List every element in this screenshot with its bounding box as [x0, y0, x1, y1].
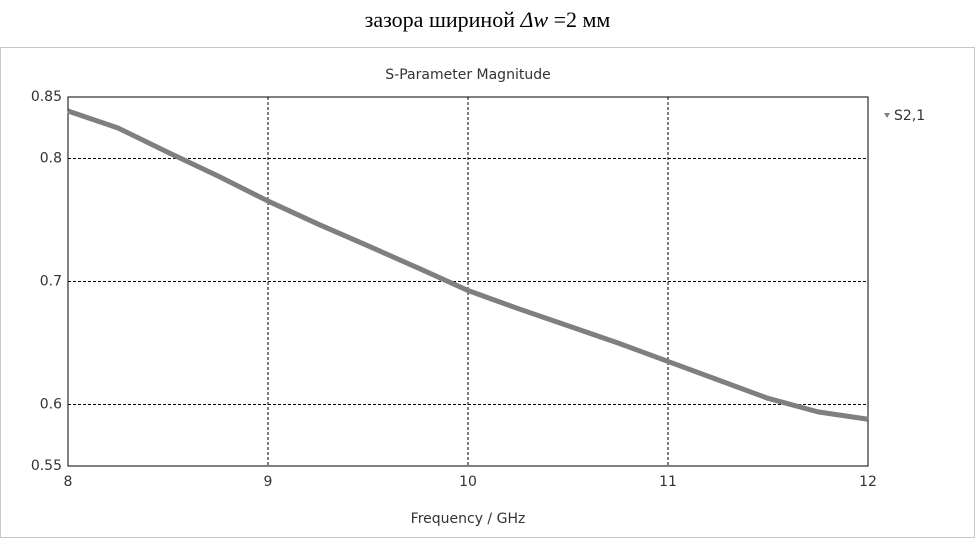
y-tick-label: 0.8 [40, 151, 62, 167]
caption-symbol: Δw [520, 7, 549, 32]
x-tick-label: 8 [64, 474, 73, 490]
y-tick-label: 0.7 [40, 274, 62, 290]
x-tick-label: 10 [459, 474, 477, 490]
frame [0, 47, 975, 538]
plot-border [67, 96, 869, 467]
legend-label: S2,1 [894, 108, 925, 124]
chart-title: S-Parameter Magnitude [385, 67, 550, 83]
legend-marker [884, 113, 890, 118]
caption: зазора шириной Δw =2 мм [0, 0, 975, 44]
caption-text: =2 мм [548, 7, 611, 32]
y-tick-label: 0.6 [40, 397, 62, 413]
x-tick-label: 9 [264, 474, 273, 490]
x-tick-label: 11 [659, 474, 677, 490]
x-tick-label: 12 [859, 474, 877, 490]
x-axis-label: Frequency / GHz [411, 511, 526, 527]
caption-text: зазора шириной [364, 7, 521, 32]
data-line [67, 108, 869, 422]
y-tick-label: 0.55 [31, 458, 62, 474]
y-tick-label: 0.85 [31, 89, 62, 105]
